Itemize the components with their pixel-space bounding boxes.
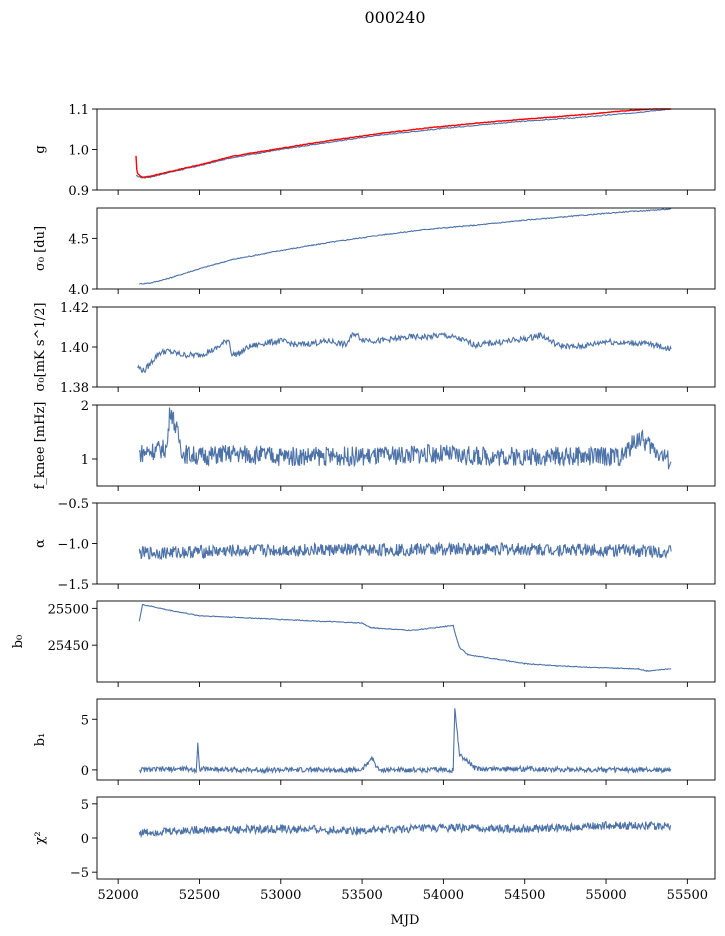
axes-frame (96, 404, 716, 487)
y-tick-label: −0.5 (57, 497, 89, 512)
y-tick-label: 1.0 (68, 144, 89, 159)
axes-frame (96, 796, 716, 880)
panels: 0.9 1.0 1.1 g 4.0 4.5 σ₀ [du] 1.38 1.40 1.42 σ₀[mK… (11, 103, 716, 903)
y-axis-label: α (33, 539, 48, 548)
x-tick-label: 55500 (667, 888, 708, 903)
y-tick-label: 1.1 (68, 103, 89, 118)
y-tick-label: 1.38 (60, 381, 89, 396)
series-line (138, 603, 672, 673)
y-tick-label: 4.0 (68, 283, 89, 298)
series-line (138, 708, 672, 775)
panel-4: 1 2 f_knee [mHz] (33, 399, 716, 491)
y-tick-label: 5 (81, 798, 89, 813)
y-tick-label: 0.9 (68, 184, 89, 199)
panel-6: 25450 25500 b₀ (11, 600, 716, 687)
y-tick-label: 0 (81, 764, 89, 779)
figure-title: 000240 (364, 8, 425, 27)
x-tick-label: 52500 (179, 888, 220, 903)
panel-1: 0.9 1.0 1.1 g (33, 103, 716, 199)
y-axis-label: σ₀ [du] (33, 226, 48, 271)
y-tick-label: 0 (81, 832, 89, 847)
axes-frame (96, 698, 716, 781)
series-line (137, 331, 672, 374)
x-tick-label: 53500 (341, 888, 382, 903)
axes-frame (96, 600, 716, 683)
y-tick-label: −1.5 (57, 578, 89, 593)
y-tick-label: 1.40 (60, 341, 89, 356)
y-tick-label: 4.5 (68, 232, 89, 247)
y-axis-label: f_knee [mHz] (33, 402, 48, 490)
x-tick-label: 55000 (585, 888, 626, 903)
y-tick-label: −1.0 (57, 538, 89, 553)
y-tick-label: 25500 (48, 602, 89, 617)
x-tick-label: 54500 (504, 888, 545, 903)
y-axis-label: g (33, 145, 48, 153)
axes-frame (96, 306, 716, 388)
y-axis-label: σ₀[mK s^1/2] (33, 303, 48, 392)
axes-frame (96, 502, 716, 585)
y-tick-label: 2 (81, 399, 89, 414)
series-line (138, 207, 672, 285)
y-axis-label: b₁ (33, 733, 48, 747)
y-axis-label: b₀ (11, 635, 26, 649)
x-axis-label: MJD (391, 913, 420, 928)
panel-3: 1.38 1.40 1.42 σ₀[mK s^1/2] (33, 301, 716, 396)
series-line (138, 541, 672, 561)
series-line (135, 108, 672, 178)
axes-frame (96, 108, 716, 191)
panel-2: 4.0 4.5 σ₀ [du] (33, 207, 716, 298)
x-tick-label: 52000 (97, 888, 138, 903)
y-tick-label: 1 (81, 453, 89, 468)
y-tick-label: 1.42 (60, 301, 89, 316)
series-line (135, 108, 672, 179)
x-tick-label: 54000 (423, 888, 464, 903)
series-line (138, 407, 672, 470)
series-line (138, 821, 672, 839)
panel-7: 0 5 b₁ (33, 698, 716, 785)
y-tick-label: −5 (70, 866, 89, 881)
panel-5: −1.5 −1.0 −0.5 α (33, 497, 716, 593)
y-tick-label: 5 (81, 713, 89, 728)
y-axis-label: χ² (33, 831, 48, 844)
x-tick-label: 53000 (260, 888, 301, 903)
y-tick-label: 25450 (48, 639, 89, 654)
axes-frame (96, 207, 716, 290)
panel-8: −5 0 5 52000 52500 53000 53500 54000 54500 55000 5… (33, 796, 716, 903)
